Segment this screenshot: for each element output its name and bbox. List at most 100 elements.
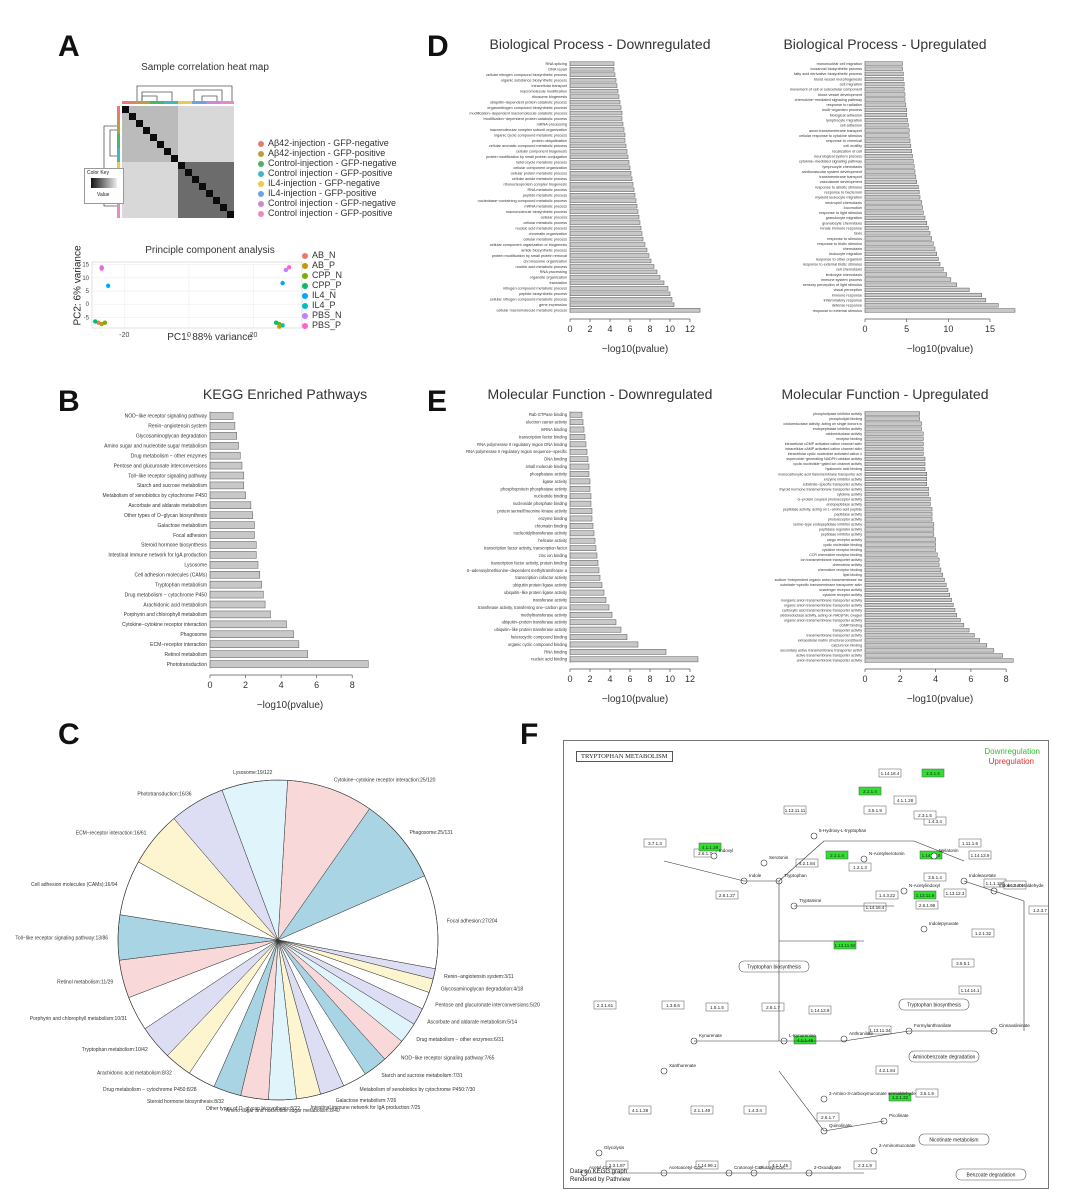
bar-category-label: peptidase activity [834,513,862,517]
pca-legend-item: AB_N [302,250,336,260]
bar-category-label: immune response [832,293,862,297]
mf-up-chart: phospholipase inhibitor activityphosphol… [775,411,1014,705]
enzyme-box [1003,880,1027,890]
enzyme-label: 1.4.3.22 [879,893,896,898]
x-axis-label: −log10(pvalue) [602,344,668,355]
bar [569,611,613,618]
pie-slice-label: NOD−like receptor signaling pathway:7/65 [401,1055,495,1061]
heatmap-cell [122,197,129,204]
bar-category-label: cardiovascular system development [802,170,863,174]
compound-node [860,855,868,863]
legend-swatch [302,252,308,259]
heatmap-cell [164,134,171,141]
pca-legend-item: AB_P [302,260,335,270]
bar [864,613,958,618]
bar [569,411,583,418]
pie-slice-label: Amino sugar and nucleotide sugar metabol… [226,1108,340,1114]
heatmap-cell [185,120,192,127]
bar-category-label: transmembrane transport [819,175,863,179]
kegg-bar-chart: NOD−like receptor signaling pathway Renin… [103,411,369,711]
heatmap-cell [185,190,192,197]
heatmap-cell [157,169,164,176]
enzyme-label: 1.11.1.6 [962,841,978,846]
heatmap-cell [199,162,206,169]
pie-slice-label: Cytokine−cytokine receptor interaction:2… [334,777,436,783]
bar [569,626,622,633]
legend-label: Control injection - GFP-negative [268,198,397,208]
bar [209,571,261,579]
enzyme-label: 2.3.1.9 [858,1163,872,1168]
legend-label: IL4-injection - GFP-positive [268,188,377,198]
bar [864,527,935,532]
bar [864,184,919,190]
heatmap-legend-item: Control-injection - GFP-negative [258,158,397,168]
compound-node [920,925,928,933]
bar [864,451,924,456]
heatmap-cell [227,113,234,120]
heatmap-cell [143,127,150,134]
heatmap-row-annotation [117,148,120,155]
heatmap-cell [185,211,192,218]
heatmap-cell [220,204,227,211]
bar-category-label: response to radiation [827,103,862,107]
bar [864,441,924,446]
bar-category-label: mRNA metabolic process [524,205,567,209]
pathway-label: Benzoate degradation [967,1173,1016,1179]
enzyme-box [695,1160,719,1170]
bar-category-label: Retinol metabolism [164,652,207,658]
bar [864,282,957,287]
heatmap-cell [164,127,171,134]
bar-category-label: Drug metabolism − cytochrome P450 [125,592,208,598]
x-axis-label: −log10(pvalue) [907,694,973,705]
heatmap-cell [192,211,199,218]
heatmap-col-annotation [171,101,178,104]
legend-swatch [258,180,264,187]
pca-xtick: -20 [119,332,129,339]
legend-label: Aβ42-injection - GFP-negative [268,138,389,148]
legend-label: Control injection - GFP-positive [268,168,393,178]
enzyme-box [971,928,995,938]
pca-legend-item: PBS_P [302,320,341,330]
bar-category-label: helicase activity [538,538,568,543]
bar-category-label: monocarboxylic acid transmembrane transp… [778,472,862,476]
heatmap-cell [150,183,157,190]
x-tick-label: 0 [862,674,867,684]
bar [864,587,949,592]
pie-slice-label: Steroid hormone biosynthesis:8/32 [147,1099,224,1105]
bar [569,523,594,529]
heatmap-cell [220,211,227,218]
heatmap-cell [192,141,199,148]
reaction-edge [843,1030,910,1042]
bar [864,552,938,557]
enzyme-box [848,862,872,872]
bar-category-label: protein ubiquitination [532,139,567,143]
legend-label: PBS_P [312,320,342,330]
bar-category-label: response to light stimulus [819,211,862,215]
heatmap-cell [213,176,220,183]
legend-label: IL4_N [312,290,337,300]
pie-slice-label: Phototransduction:16/36 [137,792,191,798]
pca-ylabel: PC2: 6% variance [72,245,84,326]
bar-category-label: cellular macromolecule metabolic process [497,309,568,313]
heatmap-cell [122,183,129,190]
pie-slice-label: Cell adhesion molecules (CAMs):16/94 [31,882,118,888]
heatmap-cell [199,148,206,155]
heatmap-cell [129,197,136,204]
heatmap-col-annotation [199,101,206,104]
bar [569,182,634,187]
bar-category-label: carboxylic acid transmembrane transporte… [782,608,862,612]
bar-category-label: modification−dependent protein catabolic… [484,117,568,121]
bar [864,251,937,256]
heatmap-legend-item: Control injection - GFP-negative [258,198,396,208]
bar [864,512,933,517]
bar-category-label: Phototransduction [167,662,208,668]
bar [864,303,999,308]
pie-slice-label: Phagosome:25/131 [409,830,453,836]
bar-category-label: mRNA processing [537,122,567,126]
heatmap-cell [122,169,129,176]
bar [569,434,586,440]
bar [864,633,975,638]
bar [569,258,652,264]
bar [864,138,911,143]
heatmap-cell [185,162,192,169]
